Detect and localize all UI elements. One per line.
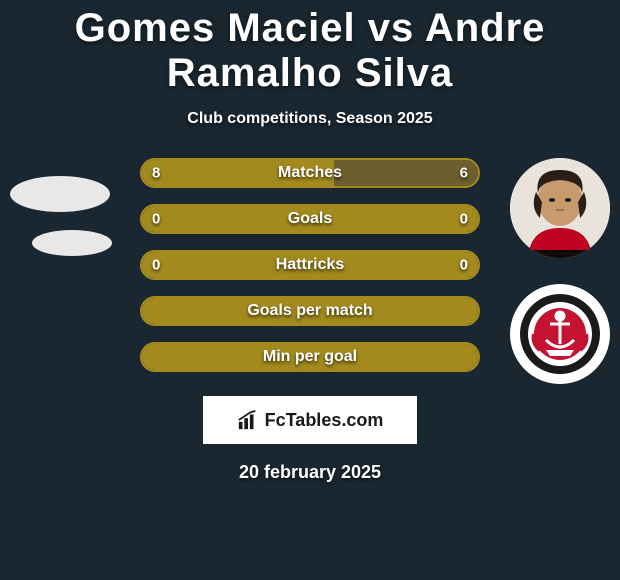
stat-bar-label: Matches [140, 164, 480, 182]
stat-bar: Goals per match [140, 296, 480, 326]
right-player-avatar [510, 158, 610, 258]
date: 20 february 2025 [0, 462, 620, 483]
stat-bar: Min per goal [140, 342, 480, 372]
stat-bar: Matches8 6 [140, 158, 480, 188]
left-player-column [10, 158, 110, 284]
stat-bar-label: Goals per match [140, 302, 480, 320]
subtitle: Club competitions, Season 2025 [0, 110, 620, 128]
right-player-column [510, 158, 610, 410]
page-title: Gomes Maciel vs Andre Ramalho Silva [0, 0, 620, 96]
stat-bar-right-value: 0 [460, 257, 468, 274]
stat-bar-label: Hattricks [140, 256, 480, 274]
stat-bar-left-value: 0 [152, 211, 160, 228]
stat-bar-right-value: 0 [460, 211, 468, 228]
stat-bar-left-value: 0 [152, 257, 160, 274]
stat-bar-label: Goals [140, 210, 480, 228]
stat-bar: Goals0 0 [140, 204, 480, 234]
right-club-badge [510, 284, 610, 384]
stat-bar-label: Min per goal [140, 348, 480, 366]
stat-bar-right-value: 6 [460, 165, 468, 182]
stat-bars: Matches86Goals00Hattricks00Goals per mat… [140, 158, 480, 372]
left-player-avatar-placeholder [10, 158, 110, 258]
stat-bar-left-value: 8 [152, 165, 160, 182]
fctables-logo[interactable]: FcTables.com [203, 396, 417, 444]
bar-chart-icon [237, 409, 259, 431]
stat-bar: Hattricks0 0 [140, 250, 480, 280]
logo-text: FcTables.com [265, 410, 384, 431]
